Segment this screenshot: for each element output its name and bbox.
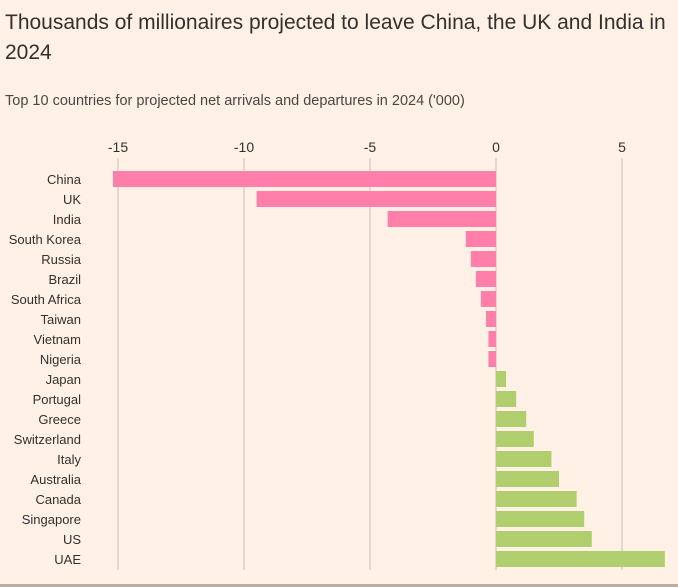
bar-greece xyxy=(496,411,527,427)
category-label: Australia xyxy=(30,472,81,487)
category-label: South Africa xyxy=(11,292,82,307)
category-label: Nigeria xyxy=(40,352,82,367)
chart-title: Thousands of millionaires projected to l… xyxy=(5,11,666,64)
bottom-rule xyxy=(0,584,678,587)
category-label: UK xyxy=(63,192,81,207)
bar-russia xyxy=(470,251,496,267)
category-label: China xyxy=(47,172,82,187)
category-label: Italy xyxy=(57,452,81,467)
bar-canada xyxy=(496,491,577,507)
category-label: Canada xyxy=(35,492,81,507)
category-label: Switzerland xyxy=(14,432,81,447)
bar-italy xyxy=(496,451,552,467)
x-tick-label: 0 xyxy=(492,139,500,155)
category-label: South Korea xyxy=(9,232,82,247)
x-tick-label: -5 xyxy=(364,139,377,155)
bar-switzerland xyxy=(496,431,534,447)
bar-uae xyxy=(496,551,665,567)
category-label: Vietnam xyxy=(34,332,81,347)
bar-us xyxy=(496,531,592,547)
bar-china xyxy=(112,171,497,187)
category-label: Greece xyxy=(38,412,81,427)
bar-japan xyxy=(496,371,507,387)
chart-subtitle: Top 10 countries for projected net arriv… xyxy=(5,93,465,109)
bar-portugal xyxy=(496,391,517,407)
x-tick-label: -15 xyxy=(108,139,128,155)
bar-india xyxy=(387,211,496,227)
category-label: Taiwan xyxy=(41,312,81,327)
bar-brazil xyxy=(475,271,496,287)
category-label: US xyxy=(63,532,81,547)
bar-taiwan xyxy=(485,311,496,327)
category-label: India xyxy=(53,212,82,227)
category-label: UAE xyxy=(54,552,81,567)
bar-south-korea xyxy=(465,231,496,247)
x-tick-label: 5 xyxy=(618,139,626,155)
bar-uk xyxy=(256,191,496,207)
bar-australia xyxy=(496,471,559,487)
bar-vietnam xyxy=(488,331,496,347)
bar-south-africa xyxy=(480,291,496,307)
category-label: Russia xyxy=(41,252,82,267)
category-label: Singapore xyxy=(22,512,81,527)
category-label: Japan xyxy=(46,372,81,387)
category-label: Brazil xyxy=(48,272,81,287)
x-tick-label: -10 xyxy=(234,139,254,155)
bar-nigeria xyxy=(488,351,496,367)
category-label: Portugal xyxy=(33,392,82,407)
bar-singapore xyxy=(496,511,585,527)
